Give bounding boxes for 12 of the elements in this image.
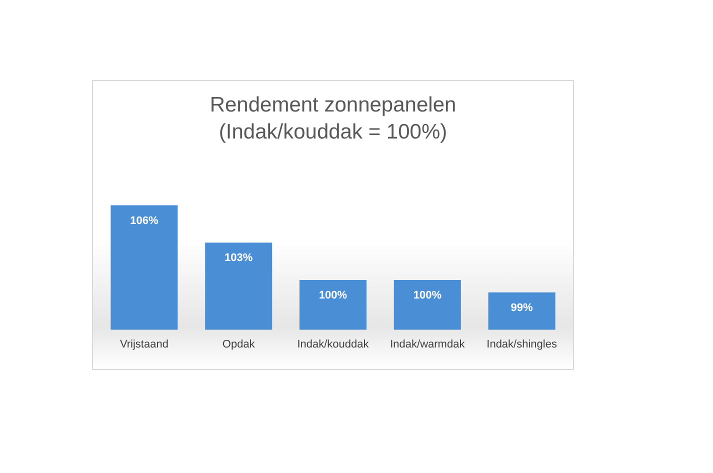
data-label: 100% <box>318 290 348 302</box>
x-tick-label: Indak/shingles <box>486 338 558 350</box>
data-label: 106% <box>130 214 158 227</box>
x-tick-label: Vrijstaand <box>120 338 168 350</box>
x-tick-label: Opdak <box>222 338 256 350</box>
chart-subtitle: (Indak/kouddak = 100%) <box>218 120 448 144</box>
data-label: 100% <box>413 290 442 302</box>
chart-title: Rendement zonnepanelen <box>210 93 456 116</box>
data-label: 103% <box>224 252 253 264</box>
data-label: 99% <box>510 302 534 314</box>
x-tick-label: Indak/kouddak <box>297 338 370 350</box>
x-tick-label: Indak/warmdak <box>390 338 466 350</box>
